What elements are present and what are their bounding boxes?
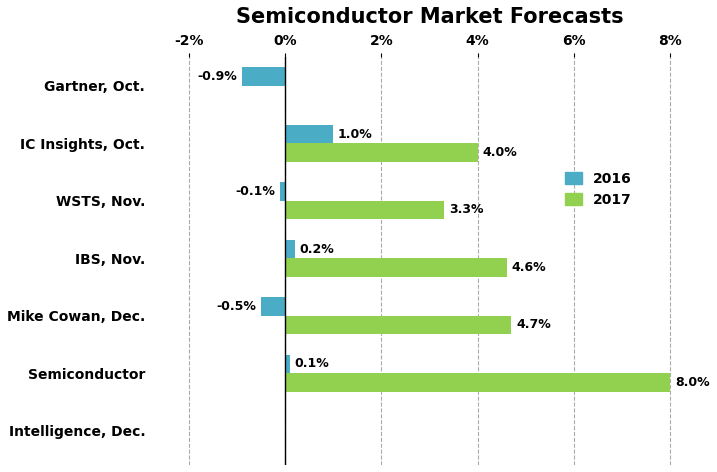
Bar <box>285 240 295 258</box>
Text: -0.9%: -0.9% <box>197 70 237 83</box>
Bar <box>261 297 285 316</box>
Bar <box>285 316 511 334</box>
Text: 8.0%: 8.0% <box>675 376 710 389</box>
Bar <box>285 355 290 373</box>
Bar <box>285 125 333 143</box>
Title: Semiconductor Market Forecasts: Semiconductor Market Forecasts <box>236 7 623 27</box>
Bar <box>285 143 478 162</box>
Bar <box>285 373 670 391</box>
Text: 4.0%: 4.0% <box>483 146 517 159</box>
Text: 4.7%: 4.7% <box>516 318 551 331</box>
Legend: 2016, 2017: 2016, 2017 <box>559 166 637 212</box>
Text: 4.6%: 4.6% <box>511 261 546 274</box>
Text: 0.1%: 0.1% <box>295 357 329 371</box>
Text: -0.1%: -0.1% <box>235 185 275 198</box>
Text: -0.5%: -0.5% <box>217 300 256 313</box>
Bar <box>285 201 444 219</box>
Bar <box>280 182 285 201</box>
Text: 1.0%: 1.0% <box>338 127 373 141</box>
Text: 3.3%: 3.3% <box>449 203 483 217</box>
Bar <box>285 258 507 277</box>
Bar <box>242 67 285 86</box>
Text: 0.2%: 0.2% <box>300 243 334 255</box>
